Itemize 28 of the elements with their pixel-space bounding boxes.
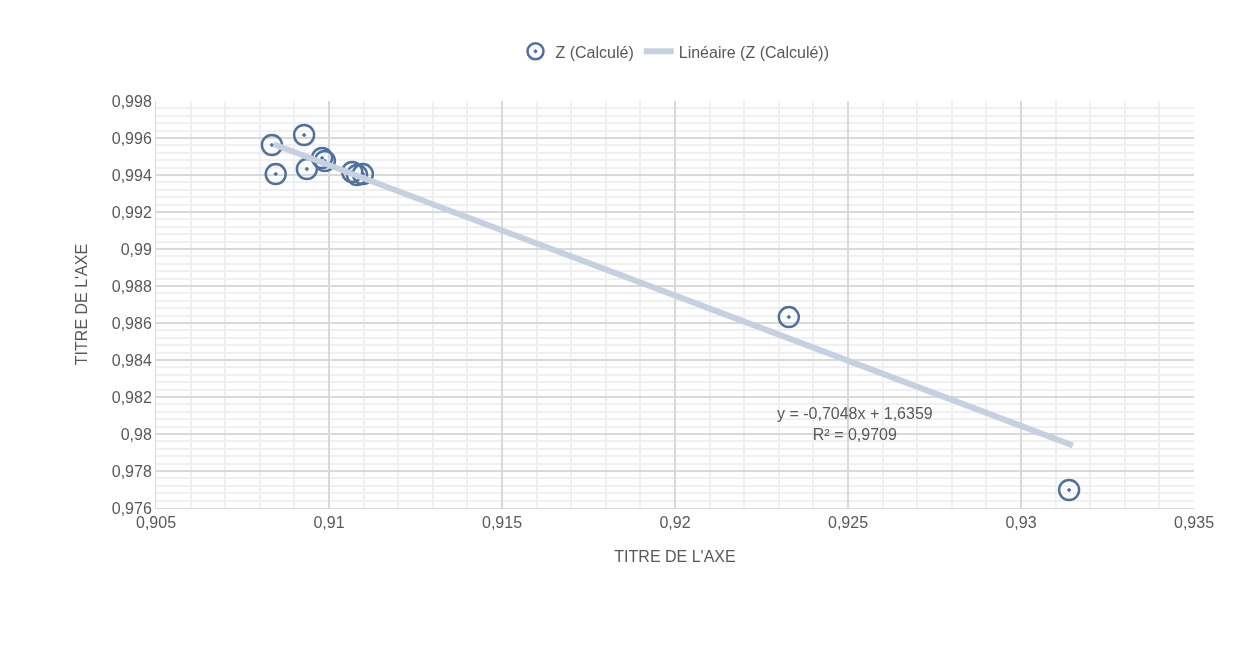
annotation: y = -0,7048x + 1,6359 R² = 0,9709 (777, 405, 933, 443)
x-tick-label: 0,93 (1005, 514, 1037, 532)
y-tick-label: 0,976 (111, 499, 152, 517)
y-tick-label: 0,98 (120, 425, 152, 443)
y-tick-label: 0,992 (111, 203, 152, 221)
y-tick-label: 0,982 (111, 388, 152, 406)
point (264, 162, 287, 186)
x-tick-label: 0,915 (481, 514, 523, 532)
y-tick-label: 0,984 (111, 351, 152, 369)
x-tick-label: 0,925 (827, 514, 869, 532)
y-tick-label: 0,99 (120, 240, 152, 258)
y-tick-label: 0,978 (111, 462, 152, 480)
y-tick-label: 0,988 (111, 277, 152, 295)
x-tick-label: 0,91 (313, 514, 345, 532)
y-tick-label: 0,986 (111, 314, 152, 332)
x-axis-title: TITRE DE L'AXE (614, 547, 736, 565)
legend-label: Z (Calculé) (555, 43, 634, 61)
x-tick-label: 0,935 (1173, 514, 1215, 532)
point (1057, 478, 1081, 502)
y-tick-label: 0,996 (111, 129, 152, 147)
point (292, 123, 316, 147)
point (777, 305, 801, 329)
legend-label: Linéaire (Z (Calculé)) (678, 43, 829, 61)
y-tick-label: 0,998 (111, 92, 152, 110)
y-tick-label: 0,994 (111, 166, 152, 184)
x-tick-label: 0,905 (135, 514, 177, 532)
y-axis-title: TITRE DE L'AXE (72, 243, 90, 366)
x-tick-label: 0,92 (659, 514, 691, 532)
